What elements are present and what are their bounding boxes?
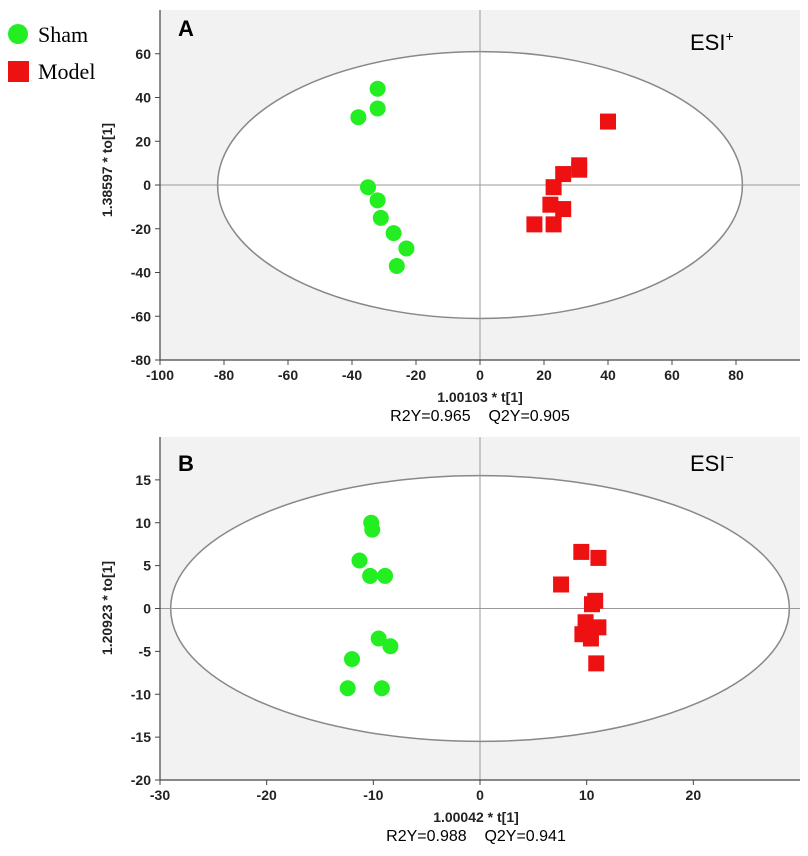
legend-model-marker (8, 61, 29, 82)
x-tick-label: -20 (257, 787, 277, 803)
x-tick-label: -10 (363, 787, 383, 803)
sham-point (369, 192, 386, 209)
x-axis-label-a: 1.00103 * t[1] (437, 389, 523, 405)
model-point (545, 179, 562, 196)
sham-point (350, 109, 367, 126)
x-tick-label: -80 (214, 367, 234, 383)
model-point (584, 596, 600, 613)
x-tick-label: 0 (476, 787, 484, 803)
model-point (555, 166, 572, 183)
plot-panel-a: -100 -80 -60 -40 -20 0 20 40 60 80-80-60-40-20020… (99, 10, 800, 425)
x-tick-label: -20 (406, 367, 426, 383)
sham-point (372, 209, 389, 226)
sham-point (382, 638, 399, 655)
y-tick-label: 5 (143, 558, 151, 574)
y-tick-label: -5 (139, 643, 152, 659)
model-stats-b: R2Y=0.988 Q2Y=0.941 (386, 828, 566, 845)
panel-letter-b: B (178, 451, 194, 476)
x-tick-label: -100 (146, 367, 174, 383)
y-tick-label: -20 (131, 221, 151, 237)
y-tick-label: 10 (135, 515, 151, 531)
sham-point (339, 680, 356, 697)
y-tick-label: 15 (135, 472, 151, 488)
x-tick-label: 20 (536, 367, 552, 383)
mode-label-a: ESI+ (690, 28, 734, 55)
legend: Sham Model (8, 22, 95, 84)
y-tick-label: 60 (135, 46, 151, 62)
y-tick-label: 20 (135, 133, 151, 149)
legend-sham-label: Sham (38, 22, 88, 47)
model-point (600, 113, 616, 130)
x-tick-label: 0 (476, 367, 484, 383)
sham-point (369, 80, 386, 97)
sham-point (388, 257, 405, 274)
model-point (545, 216, 562, 233)
y-tick-label: -15 (131, 729, 151, 745)
y-axis-label-b: 1.20923 * to[1] (99, 561, 115, 655)
y-tick-label: -20 (131, 772, 151, 788)
sham-point (370, 630, 387, 647)
x-tick-label: 10 (579, 787, 595, 803)
x-tick-label: 80 (728, 367, 744, 383)
y-tick-label: 40 (135, 90, 151, 106)
x-tick-label: -60 (278, 367, 298, 383)
x-tick-label: 40 (600, 367, 616, 383)
sham-point (351, 552, 368, 569)
y-tick-label: -60 (131, 308, 151, 324)
mode-label-b-sup: − (725, 449, 733, 465)
y-axis-label-a: 1.38597 * to[1] (99, 123, 115, 217)
model-point (573, 543, 590, 560)
y-tick-label: -40 (131, 265, 151, 281)
sham-point (385, 225, 402, 242)
mode-label-b: ESI− (690, 449, 734, 476)
model-point (588, 655, 605, 672)
sham-point (344, 651, 360, 668)
sham-point (377, 567, 394, 584)
x-tick-label: -30 (150, 787, 170, 803)
model-point (526, 216, 543, 233)
model-point (590, 549, 607, 566)
y-tick-label: -80 (131, 352, 151, 368)
y-tick-label: 0 (143, 601, 151, 617)
model-point (555, 201, 572, 218)
model-stats-a: R2Y=0.965 Q2Y=0.905 (390, 408, 570, 425)
sham-point (398, 240, 415, 257)
x-tick-label: -40 (342, 367, 362, 383)
sham-point (369, 100, 386, 117)
sham-point (373, 680, 390, 697)
mode-label-a-sup: + (725, 28, 733, 44)
mode-label-a-text: ESI (690, 30, 725, 55)
y-tick-label: 0 (143, 177, 151, 193)
x-tick-label: 60 (664, 367, 680, 383)
legend-sham-marker (8, 24, 28, 44)
model-point (553, 576, 570, 593)
model-point (571, 161, 588, 178)
x-axis-label-b: 1.00042 * t[1] (433, 809, 519, 825)
model-point (582, 630, 599, 647)
panel-letter-a: A (178, 16, 194, 41)
x-tick-label: 20 (686, 787, 702, 803)
mode-label-b-text: ESI (690, 451, 725, 476)
legend-model-label: Model (38, 59, 95, 84)
sham-point (362, 567, 379, 584)
sham-point (364, 521, 381, 538)
model-point (542, 196, 559, 213)
y-tick-label: -10 (131, 686, 151, 702)
sham-point (360, 179, 376, 196)
